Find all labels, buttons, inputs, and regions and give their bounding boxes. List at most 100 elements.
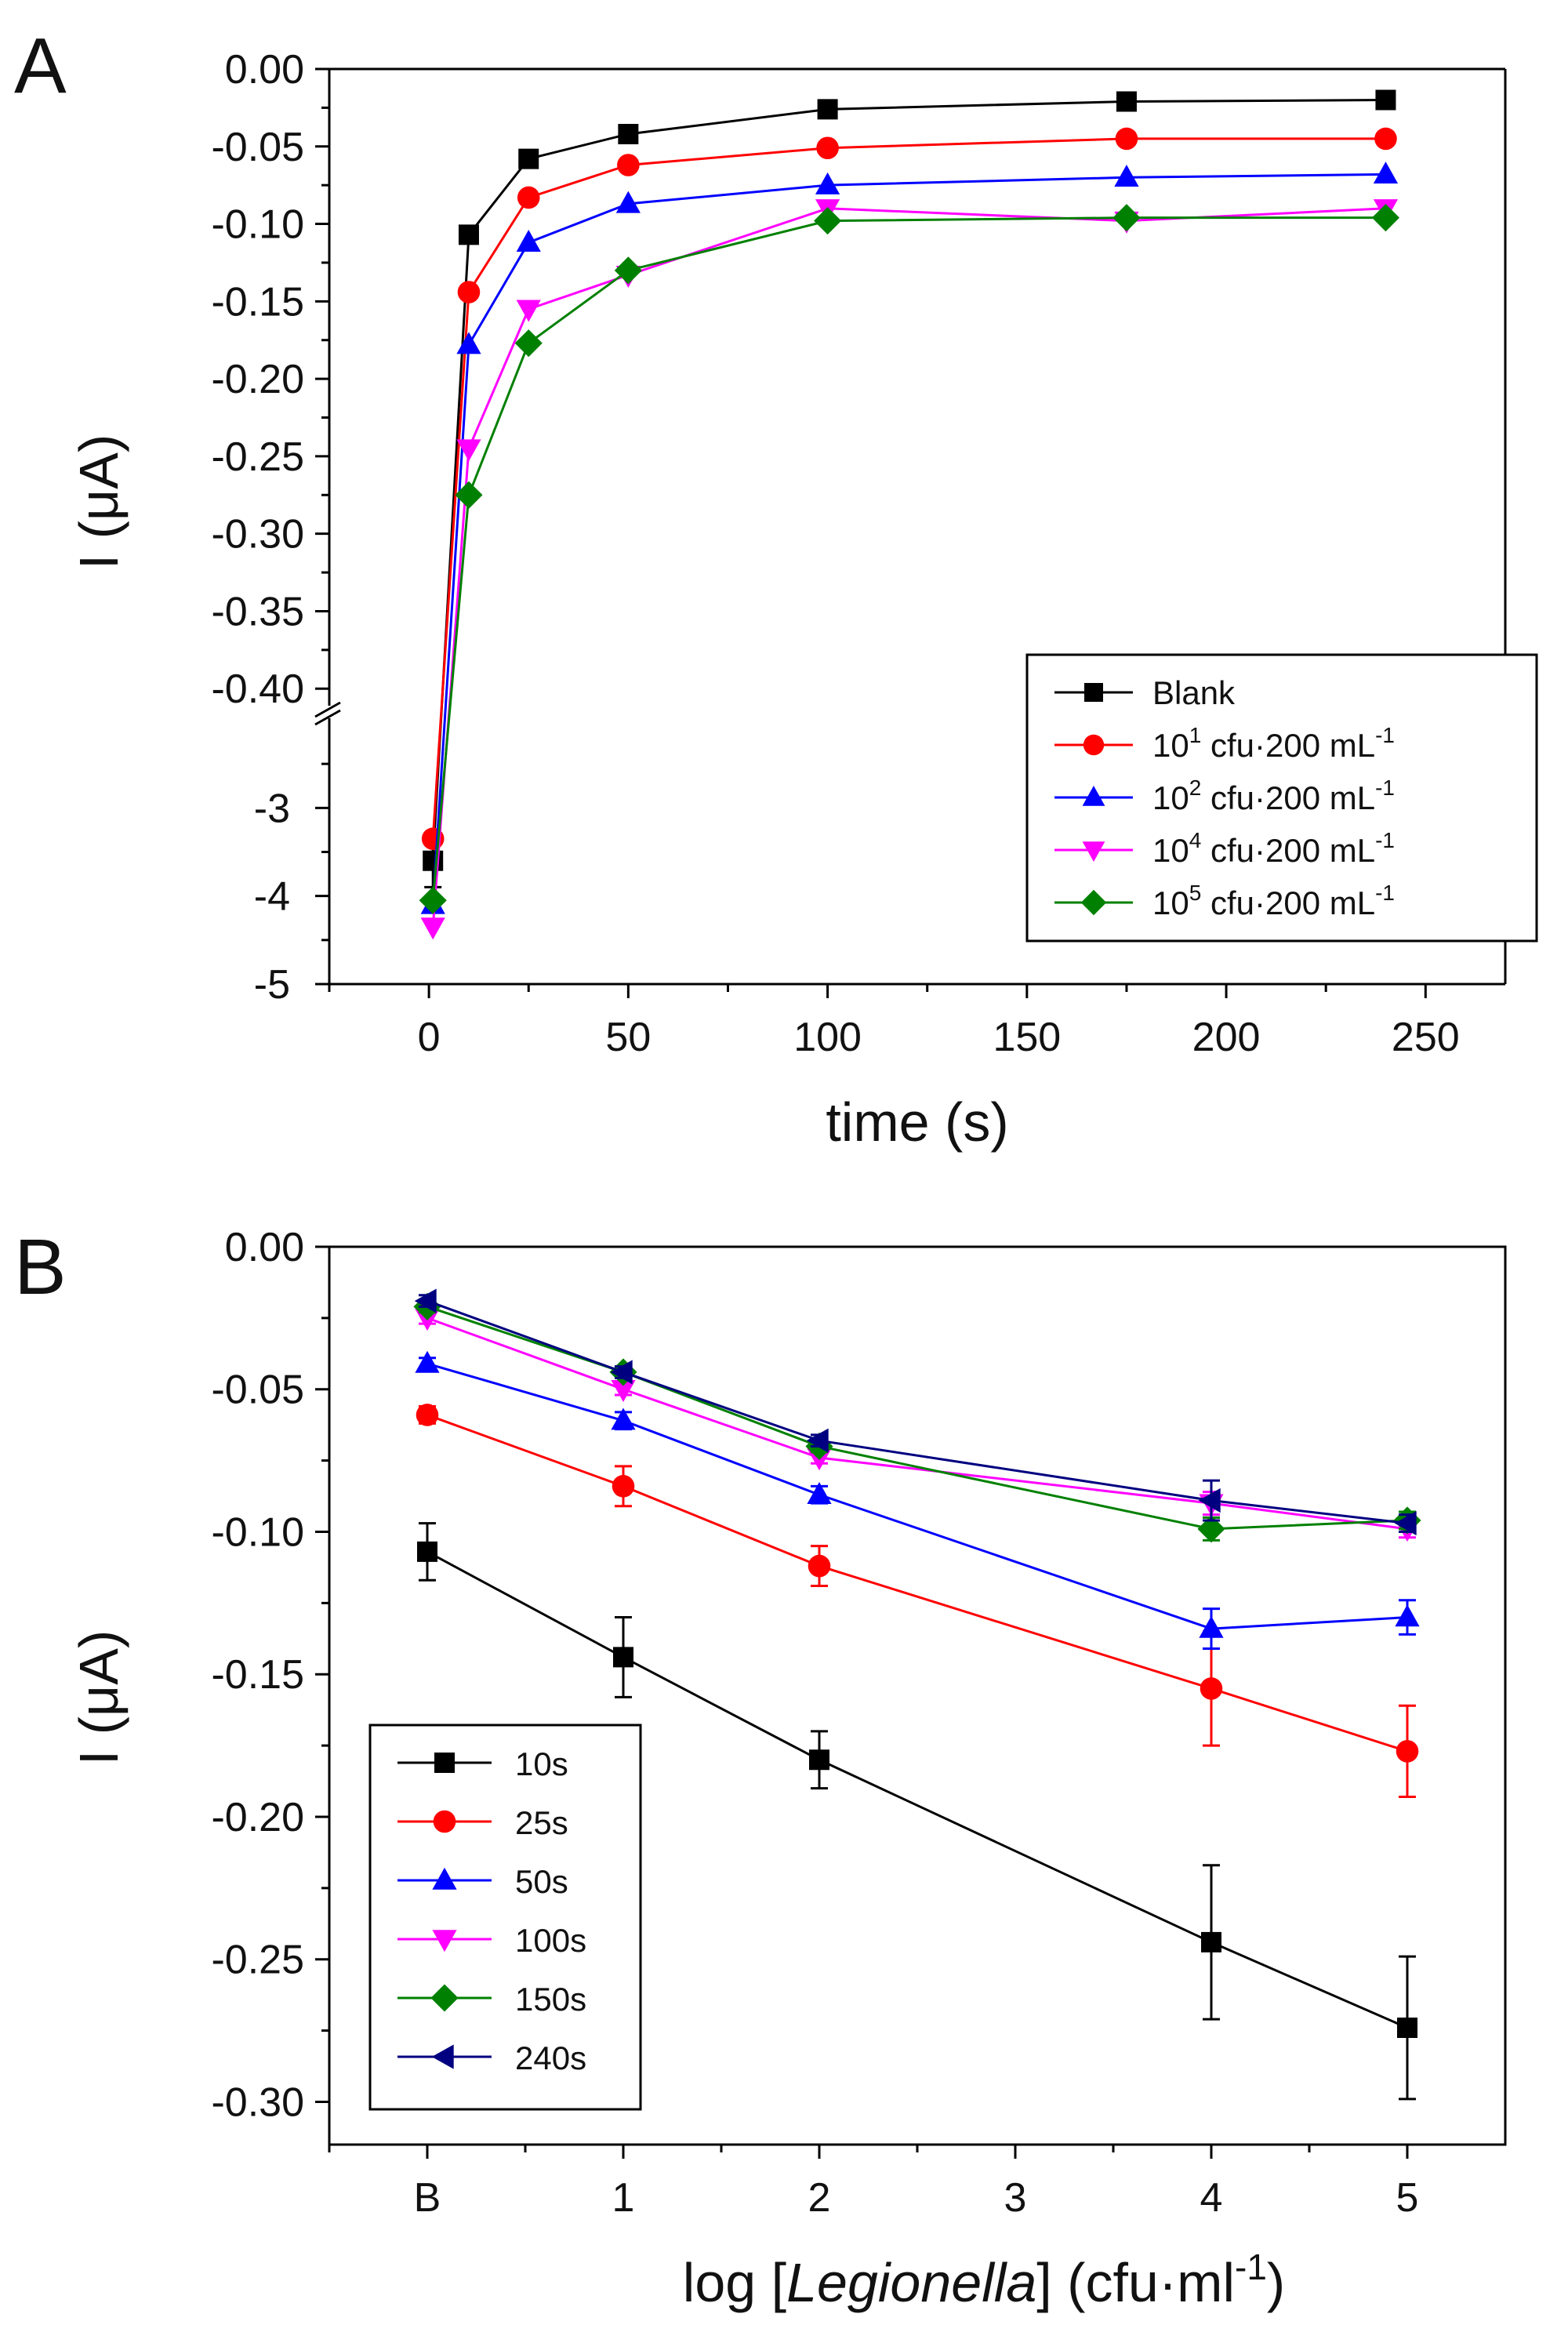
y-tick-label: -0.35 <box>211 589 304 634</box>
data-point <box>455 481 483 509</box>
legend-label: 150s <box>515 1981 586 2018</box>
data-point <box>423 850 444 871</box>
data-point <box>1396 1740 1419 1763</box>
legend-label: 10s <box>515 1745 568 1782</box>
data-point <box>416 1404 439 1426</box>
x-tick-label: 200 <box>1192 1015 1261 1060</box>
data-point <box>1395 1604 1420 1627</box>
data-point <box>1394 1510 1417 1536</box>
data-point <box>814 207 842 235</box>
data-point <box>1115 127 1138 151</box>
y-axis-title: I (μA) <box>68 1630 129 1766</box>
x-tick-label: 5 <box>1396 2175 1419 2221</box>
axis-break-mark-top <box>314 701 341 718</box>
y-tick-label: -0.25 <box>211 1938 304 1983</box>
data-point <box>414 1288 437 1313</box>
data-point <box>456 332 481 354</box>
legend-marker <box>1082 841 1105 862</box>
x-tick-label: 50 <box>605 1015 651 1060</box>
legend-marker <box>432 1930 457 1952</box>
data-point <box>817 99 838 120</box>
data-point <box>807 1481 832 1504</box>
y-tick-label: -0.15 <box>211 279 304 325</box>
x-tick-label: 1 <box>612 2175 635 2221</box>
data-point <box>1197 1515 1225 1543</box>
legend-marker <box>1082 786 1105 806</box>
x-tick-label: 0 <box>418 1015 441 1060</box>
data-point <box>611 1408 636 1430</box>
data-point <box>415 1350 440 1373</box>
axis-break-mark-bottom <box>314 709 341 726</box>
legend-label: 240s <box>515 2040 586 2076</box>
panel-label-a: A <box>14 22 67 110</box>
data-point <box>456 439 481 462</box>
series-1 <box>421 127 1397 850</box>
data-point <box>614 256 642 285</box>
legend-marker <box>433 1810 456 1833</box>
series-2 <box>420 162 1399 914</box>
data-point <box>617 154 640 176</box>
legend-marker <box>430 1984 459 2012</box>
data-point <box>1198 1487 1221 1513</box>
x-axis-title: log [Legionella] (cfu·ml-1) <box>683 2247 1285 2313</box>
series-1 <box>416 1404 1419 1799</box>
chart-panel-a: A 0.00 -0.05 -0.10 -0.15 -0.20 -0.25 -0.30 -0.35… <box>14 22 1538 1153</box>
data-point <box>417 1541 437 1562</box>
data-point <box>1375 89 1396 111</box>
legend-marker <box>1080 889 1107 916</box>
y-tick-label: -0.25 <box>211 434 304 480</box>
y-axis-title: I (μA) <box>68 434 129 570</box>
legend-label: 101 cfu·200 mL-1 <box>1152 723 1395 764</box>
y-tick-label: 0.00 <box>225 1225 304 1270</box>
data-point <box>615 191 641 213</box>
x-tick-label: 150 <box>993 1015 1061 1060</box>
y-tick-label: -0.10 <box>211 202 304 248</box>
panel-label-b: B <box>14 1223 67 1311</box>
x-tick-label: 3 <box>1004 2175 1027 2221</box>
series-5 <box>414 1288 1417 1536</box>
series-2 <box>415 1350 1420 1651</box>
data-point <box>1199 1615 1224 1638</box>
x-tick-label: 250 <box>1392 1015 1460 1060</box>
chart-panel-b: B 0.00 -0.05 -0.10 -0.15 -0.20 -0.25 -0.30 B 1 2 3 4… <box>14 1223 1507 2313</box>
legend: 10s 25s 50s 100s 150s 240s <box>368 1724 642 2111</box>
legend-label: 102 cfu·200 mL-1 <box>1152 776 1395 816</box>
legend-label: 25s <box>515 1804 568 1841</box>
legend-marker <box>434 1753 455 1773</box>
data-point <box>809 1749 829 1771</box>
data-point <box>1374 127 1397 151</box>
y-tick-label: -0.20 <box>211 1795 304 1840</box>
legend-label: Blank <box>1152 674 1236 711</box>
series-0 <box>417 1522 1417 2101</box>
legend-marker <box>1083 734 1105 756</box>
y-tick-label: -0.05 <box>211 125 304 170</box>
data-point <box>420 917 445 940</box>
data-point <box>1200 1677 1223 1700</box>
data-point <box>419 886 447 914</box>
data-point <box>517 186 540 209</box>
x-tick-label: B <box>414 2175 441 2221</box>
legend-marker <box>431 2044 454 2069</box>
data-point <box>611 1380 636 1402</box>
series-0 <box>423 89 1396 888</box>
legend: Blank 101 cfu·200 mL-1 102 cfu·200 mL-1 104… <box>1025 653 1538 943</box>
y-tick-label: -0.05 <box>211 1368 304 1413</box>
data-point <box>1114 165 1139 187</box>
x-axis-title: time (s) <box>826 1092 1008 1153</box>
legend-box <box>368 1724 642 2111</box>
data-point <box>514 329 543 358</box>
data-point <box>816 136 839 160</box>
legend-label: 50s <box>515 1863 568 1900</box>
y-tick-label: -0.40 <box>211 667 304 712</box>
y-tick-label: -0.10 <box>211 1509 304 1555</box>
data-point <box>1112 204 1141 232</box>
y-tick-label: -0.20 <box>211 357 304 402</box>
x-tick-label: 100 <box>793 1015 862 1060</box>
data-point <box>457 281 481 303</box>
data-point <box>1201 1931 1221 1952</box>
x-tick-label: 2 <box>808 2175 831 2221</box>
data-point <box>1116 91 1137 112</box>
data-point <box>1371 204 1400 232</box>
data-point <box>815 172 840 194</box>
